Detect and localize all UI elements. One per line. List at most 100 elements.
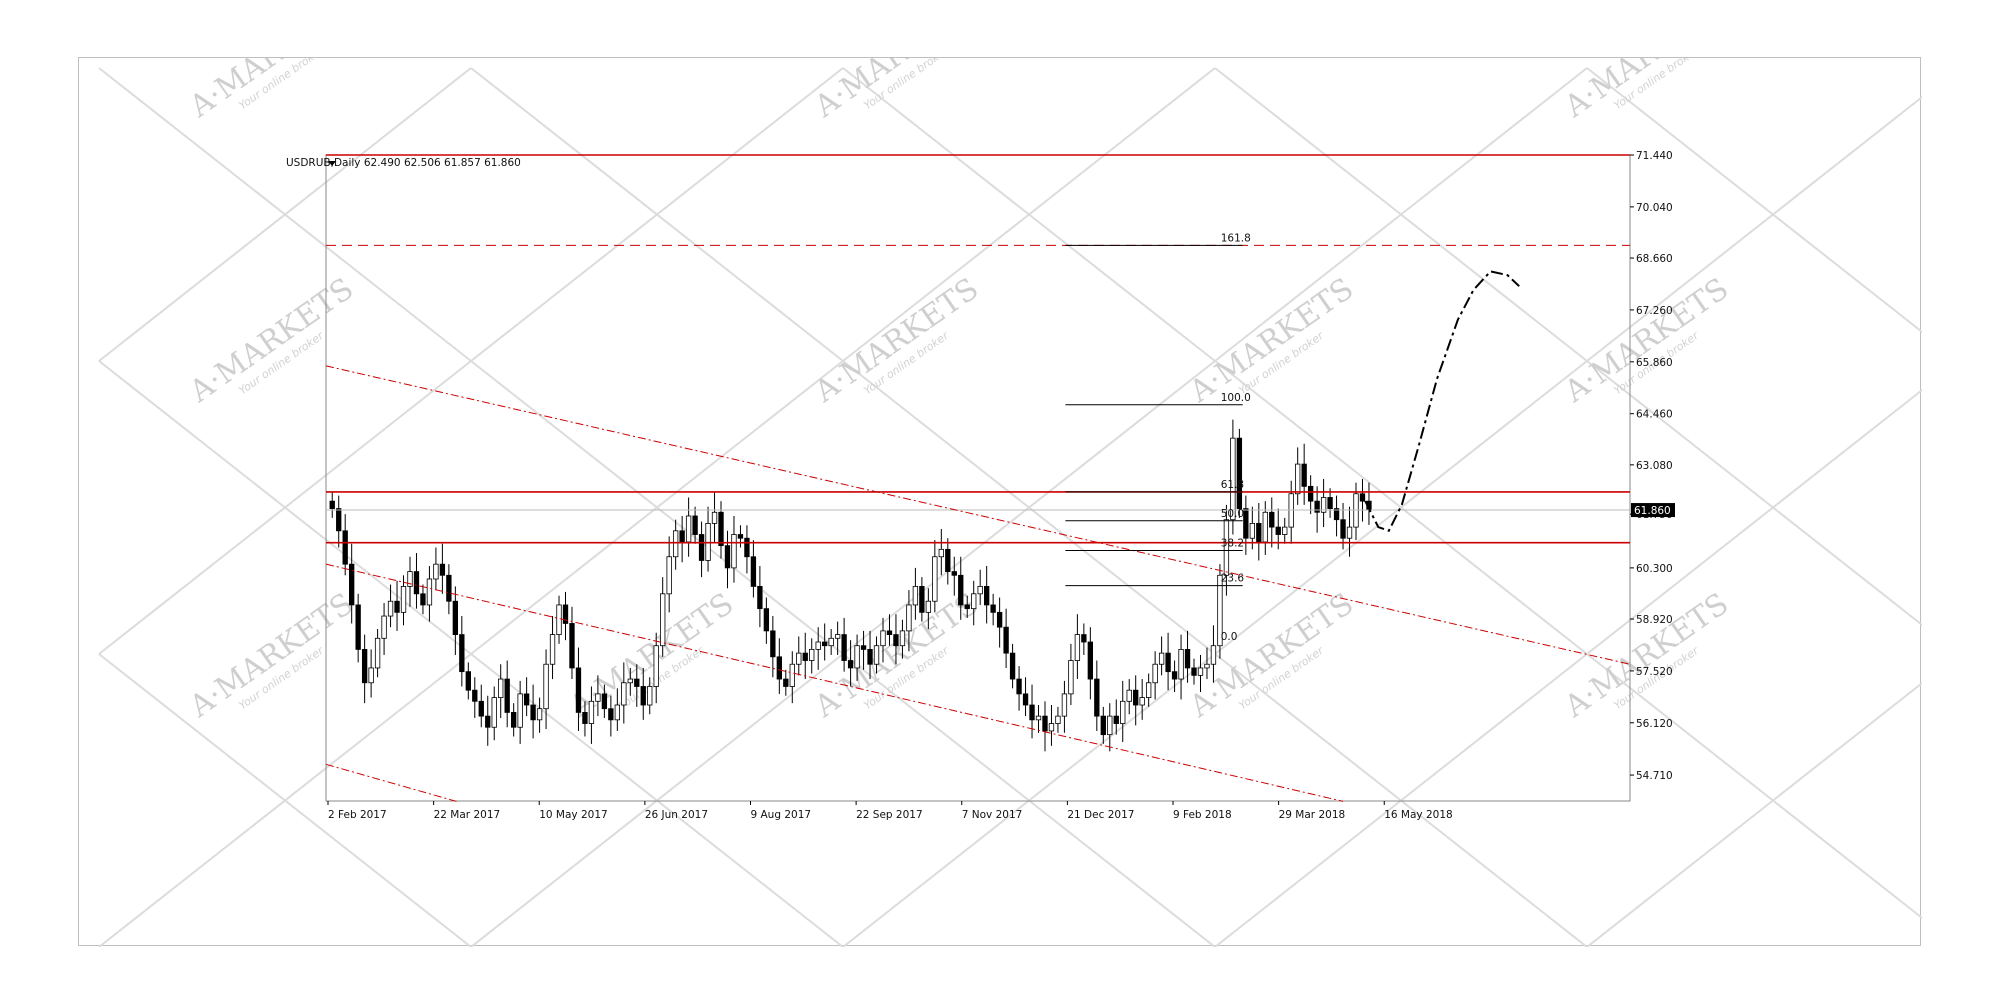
candle-body [1333,508,1340,521]
candle-body [1204,663,1210,669]
candle-body [1223,519,1230,576]
candle-body [1314,500,1320,513]
candle-body [951,571,957,576]
candle-body [666,556,672,595]
y-tick-label: 64.460 [1636,409,1673,421]
trend-channel-line [325,365,1631,665]
candle-body [588,700,595,724]
candle-body [919,586,925,613]
candle-body [1197,667,1204,676]
trend-channel-line [325,563,1344,802]
watermark-diagonal [1586,681,1922,947]
trend-channel-line [325,763,457,802]
watermark-brand: A·MARKETS [1558,271,1735,410]
candle-body [1249,523,1255,539]
candle-body [472,689,478,702]
candle-body [828,637,834,647]
candle-body [1191,667,1197,676]
candle-body [1327,497,1333,509]
candle-body [750,556,757,587]
candle-body [420,593,426,606]
price-badge [1631,503,1675,518]
x-tick-label: 22 Sep 2017 [856,809,923,821]
candle-body [906,604,912,632]
candle-body [1256,523,1262,543]
overlay-layer: 161.8 100.0 61.8 50.0 38.2 23.6 0.0 [325,154,1631,802]
candle-body [1107,715,1113,736]
candle-body [504,678,510,713]
candle-body [349,563,355,606]
fib-level-label: 23.6 [1221,573,1245,585]
candle-body [452,600,459,635]
y-tick-label: 57.520 [1636,666,1673,678]
candle-body [854,645,860,669]
candle-body [1081,634,1087,643]
candle-body [1178,649,1184,680]
candle-body [647,686,653,706]
x-tick-label: 21 Dec 2017 [1067,809,1134,821]
x-tick-label: 9 Aug 2017 [750,809,811,821]
candle-body [1094,678,1100,717]
symbol-header: USDRUB,Daily 62.490 62.506 61.857 61.860 [286,157,521,169]
projection-path [1364,270,1520,533]
candle-body [653,645,659,687]
candle-body [1061,693,1068,717]
candle-body [660,593,666,647]
candle-body [569,623,575,669]
x-tick-label: 7 Nov 2017 [962,809,1023,821]
candle-body [744,537,750,558]
candle-body [1126,689,1132,702]
candle-body [1035,715,1042,721]
candle-body [886,630,893,635]
candle-body [1139,697,1145,706]
fib-level-label: 100.0 [1221,392,1251,404]
candle-body [556,604,562,635]
x-tick-label: 2 Feb 2017 [328,809,387,821]
watermark-diagonal [1586,388,1922,655]
watermark-brand: A·MARKETS [808,271,985,410]
y-tick-label: 63.080 [1636,460,1673,472]
candle-body [880,630,886,647]
candle-body [439,563,446,576]
y-tick-label: 68.660 [1636,253,1673,265]
candle-body [964,604,970,610]
fib-level-label: 61.8 [1221,479,1244,491]
candle-body [718,511,724,547]
candle-body [1171,671,1178,680]
candle-body [336,508,342,532]
watermark-brand: A·MARKETS [1183,271,1360,410]
candle-body [711,511,718,524]
watermark-diagonal [98,67,472,362]
fib-level-label: 50.0 [1221,508,1244,520]
candle-body [731,534,737,569]
candle-body [621,682,627,706]
candle-body [543,663,549,710]
candle-body [387,600,394,617]
candle-body [698,534,705,561]
price-badge-label: 61.860 [1634,505,1671,517]
candle-body [329,500,335,509]
candle-body [1210,645,1217,665]
y-tick-label: 71.440 [1636,150,1673,162]
candle-body [1113,715,1119,724]
candle-body [796,652,802,665]
candle-body [342,530,348,565]
candle-body [737,534,744,539]
candle-body [860,645,867,650]
candle-body [763,608,770,632]
candle-body [1262,511,1268,543]
header-dropdown-icon [328,161,336,166]
x-tick-label: 29 Mar 2018 [1279,809,1346,821]
candle-body [815,641,821,650]
candle-body [724,545,731,569]
candle-body [802,652,808,661]
candle-body [1217,574,1223,647]
candle-body [575,667,582,713]
candle-body [770,630,776,658]
watermark-diagonal [470,67,844,362]
candle-body [1236,437,1243,509]
watermark-diagonal [98,653,472,947]
